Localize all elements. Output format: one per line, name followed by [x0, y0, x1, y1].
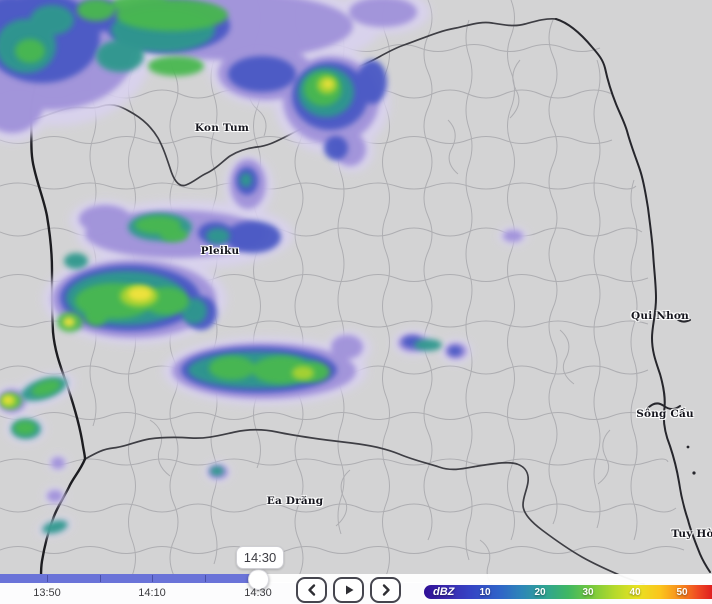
dbz-tick-20: 20 [534, 587, 546, 598]
chevron-right-icon [382, 584, 390, 596]
timeline-track-tick [100, 575, 101, 582]
map-label-tuy-hoa: Tuy Hòa [671, 528, 712, 540]
dbz-tick-40: 40 [629, 587, 641, 598]
timeline-track-tick [152, 575, 153, 582]
timeline-track-tick [205, 575, 206, 582]
dbz-tick-10: 10 [479, 587, 491, 598]
dbz-tick-30: 30 [582, 587, 594, 598]
play-icon [345, 585, 353, 595]
timeline-tick-label-1430: 14:30 [244, 587, 272, 599]
dbz-tick-50: 50 [676, 587, 688, 598]
dbz-unit-label: dBZ [433, 586, 455, 598]
timeline-track-tick [47, 575, 48, 582]
dbz-legend: dBZ 10 20 30 40 50 [424, 585, 712, 599]
map-label-pleiku: Pleiku [200, 245, 240, 257]
step-back-button[interactable] [296, 577, 327, 603]
chevron-left-icon [307, 584, 315, 596]
islands [686, 445, 696, 475]
map-label-song-cau: Sông Cầu [636, 408, 694, 420]
timeline-progress [0, 574, 257, 583]
timeline-tick-label-1410: 14:10 [138, 587, 166, 599]
timeline-handle[interactable] [248, 569, 269, 590]
play-button[interactable] [333, 577, 364, 603]
time-tooltip: 14:30 [236, 546, 284, 569]
step-forward-button[interactable] [370, 577, 401, 603]
time-tooltip-value: 14:30 [243, 550, 277, 565]
map-label-kon-tum: Kon Tum [194, 122, 250, 134]
map-label-ea-drang: Ea Drăng [266, 495, 324, 507]
coastline [555, 18, 711, 573]
map-label-qui-nhon: Qui Nhơn [631, 310, 689, 322]
timeline-tick-label-1350: 13:50 [33, 587, 61, 599]
radar-echoes [0, 0, 528, 537]
